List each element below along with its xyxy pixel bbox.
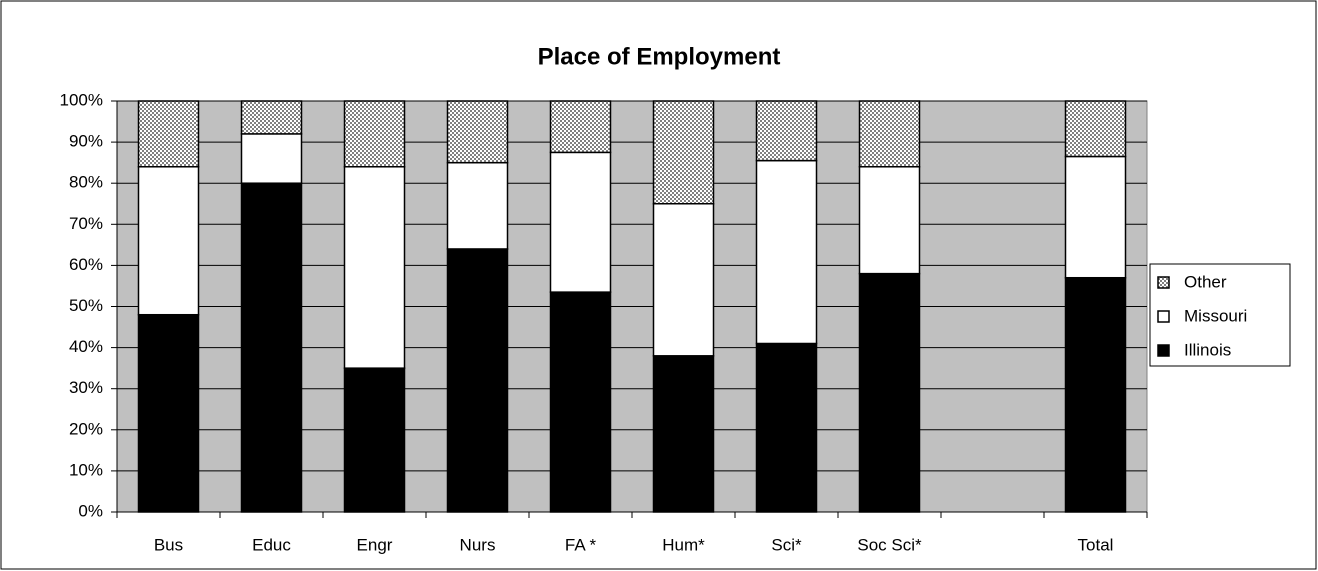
chart-title: Place of Employment — [538, 43, 781, 70]
y-tick-label: 50% — [69, 296, 103, 315]
bar-segment — [1064, 155, 1127, 279]
legend-label: Other — [1184, 272, 1227, 291]
bar-segment — [549, 151, 612, 293]
x-tick-label: Educ — [252, 535, 291, 554]
y-tick-label: 100% — [60, 90, 103, 109]
bar-segment — [343, 166, 406, 369]
bar-segment — [343, 100, 406, 168]
bar-segment — [446, 100, 509, 164]
x-tick-label: Total — [1078, 535, 1114, 554]
bar-segment — [652, 100, 715, 205]
y-tick-label: 90% — [69, 132, 103, 151]
bar-segment — [1064, 276, 1127, 513]
bar-segment — [137, 313, 200, 513]
bar-segment — [446, 161, 509, 250]
bar-segment — [240, 133, 303, 184]
x-tick-label: Sci* — [771, 535, 802, 554]
legend-swatch — [1157, 344, 1170, 357]
bar-segment — [549, 100, 612, 154]
legend-label: Missouri — [1184, 306, 1247, 325]
bar-segment — [755, 100, 818, 162]
x-tick-label: Hum* — [662, 535, 705, 554]
x-tick-label: FA * — [565, 535, 597, 554]
bar-segment — [240, 100, 303, 135]
y-tick-label: 60% — [69, 255, 103, 274]
y-tick-label: 20% — [69, 419, 103, 438]
y-tick-label: 70% — [69, 214, 103, 233]
bar-segment — [137, 100, 200, 168]
y-tick-label: 10% — [69, 460, 103, 479]
bar-segment — [652, 203, 715, 357]
legend-box — [1149, 263, 1291, 367]
bar-segment — [549, 291, 612, 513]
bar-segment — [858, 166, 921, 275]
x-tick-label: Soc Sci* — [857, 535, 922, 554]
legend-swatch — [1157, 276, 1170, 289]
bar-segment — [755, 342, 818, 513]
bar-segment — [240, 182, 303, 513]
y-tick-label: 80% — [69, 173, 103, 192]
legend-swatch — [1157, 310, 1170, 323]
bar-segment — [652, 355, 715, 513]
y-tick-label: 0% — [78, 501, 103, 520]
x-tick-label: Bus — [154, 535, 183, 554]
x-tick-label: Nurs — [460, 535, 496, 554]
bar-segment — [137, 166, 200, 316]
y-tick-label: 30% — [69, 378, 103, 397]
bar-segment — [446, 248, 509, 513]
bar-segment — [858, 100, 921, 168]
legend-label: Illinois — [1184, 340, 1231, 359]
x-tick-label: Engr — [357, 535, 393, 554]
bar-segment — [755, 159, 818, 345]
y-tick-label: 40% — [69, 337, 103, 356]
bar-segment — [1064, 100, 1127, 158]
bar-segment — [343, 367, 406, 513]
bar-segment — [858, 272, 921, 513]
